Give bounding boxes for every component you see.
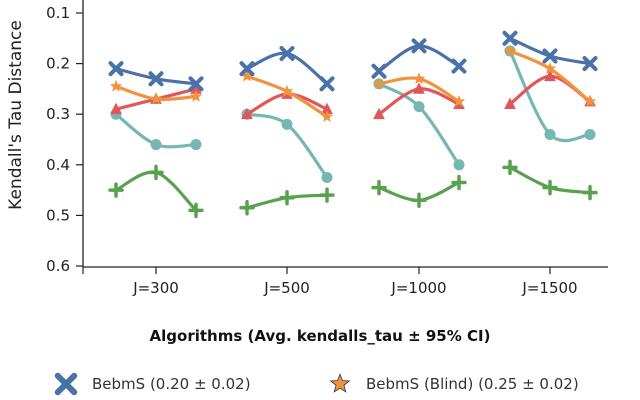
data-point-star <box>543 62 557 74</box>
data-point-circle <box>190 139 202 151</box>
y-tick-label: 0.4 <box>46 156 70 174</box>
y-axis-title: Kendall's Tau Distance <box>6 20 26 210</box>
data-point-plus <box>239 200 255 216</box>
data-point-star <box>109 79 123 92</box>
plot-area <box>108 30 598 219</box>
data-point-triangle <box>110 102 122 115</box>
data-point-x <box>371 63 387 79</box>
y-tick-label: 0.5 <box>46 206 70 224</box>
x-axis-title: Algorithms (Avg. kendalls_tau ± 95% CI) <box>150 327 491 345</box>
data-point-plus <box>502 159 518 176</box>
legend-item: BebmS (0.20 ± 0.02) <box>54 372 251 396</box>
x-axis: J=300 J=500 J=1000 J=1500 <box>82 266 608 297</box>
legend-label: BebmS (0.20 ± 0.02) <box>92 375 251 393</box>
data-point-circle <box>413 101 425 113</box>
x-tick-label: J=1500 <box>521 279 577 297</box>
data-point-plus <box>108 182 124 198</box>
data-point-triangle <box>321 102 333 115</box>
data-point-star <box>372 77 386 90</box>
series-bebms <box>108 30 598 92</box>
data-point-plus <box>319 187 335 203</box>
legend-label: BebmS (Blind) (0.25 ± 0.02) <box>366 375 579 393</box>
data-point-star <box>240 69 254 82</box>
data-point-plus <box>582 184 598 201</box>
data-point-triangle <box>241 107 253 120</box>
data-point-star <box>583 95 597 107</box>
data-point-triangle <box>190 82 202 94</box>
legend: BebmS (0.20 ± 0.02) BebmS (Blind) (0.25 ±… <box>54 372 579 396</box>
data-point-plus <box>279 189 295 206</box>
data-point-x <box>582 56 598 72</box>
data-point-x <box>502 30 518 46</box>
y-tick-label: 0.3 <box>46 105 70 123</box>
x-tick-label: J=300 <box>132 279 179 297</box>
data-point-star <box>503 44 517 57</box>
data-point-star <box>280 84 294 97</box>
data-point-circle <box>150 139 162 151</box>
data-point-triangle <box>413 82 425 94</box>
y-axis: 0.1 0.2 0.3 0.4 0.5 0.6 <box>46 0 84 275</box>
data-point-plus <box>411 192 427 208</box>
y-tick-label: 0.2 <box>46 55 70 73</box>
data-point-star <box>149 92 163 105</box>
series-red-series <box>110 69 596 120</box>
data-point-plus <box>542 179 558 196</box>
series-green-series <box>108 159 598 219</box>
legend-marker-x <box>54 372 78 396</box>
data-point-x <box>542 48 558 64</box>
series-line-segment <box>377 44 461 73</box>
data-point-x <box>451 58 467 74</box>
data-point-circle <box>584 128 596 140</box>
data-point-star <box>320 110 334 122</box>
data-point-plus <box>148 164 164 181</box>
data-point-triangle <box>544 69 556 82</box>
series-teal-series <box>110 45 596 183</box>
data-point-x <box>319 76 335 92</box>
data-point-x <box>148 71 164 87</box>
legend-item: BebmS (Blind) (0.25 ± 0.02) <box>329 373 579 393</box>
data-point-plus <box>188 202 204 219</box>
data-point-circle <box>544 128 556 140</box>
data-point-x <box>411 38 427 54</box>
data-point-plus <box>371 179 387 196</box>
data-point-circle <box>453 159 465 171</box>
y-tick-label: 0.6 <box>46 257 70 275</box>
data-point-star <box>412 72 426 85</box>
data-point-circle <box>281 118 293 130</box>
data-point-plus <box>451 174 467 191</box>
series-line-segment <box>508 36 592 66</box>
x-tick-label: J=500 <box>263 279 310 297</box>
data-point-star <box>452 95 466 107</box>
y-tick-label: 0.1 <box>46 4 70 22</box>
series-bebms-blind- <box>109 44 597 122</box>
data-point-x <box>279 45 295 61</box>
data-point-star <box>189 89 203 102</box>
x-tick-label: J=1000 <box>390 279 446 297</box>
data-point-triangle <box>373 107 385 120</box>
data-point-x <box>239 61 255 77</box>
data-point-x <box>188 76 204 92</box>
data-point-triangle <box>504 97 516 109</box>
data-point-circle <box>321 171 333 183</box>
data-point-x <box>108 61 124 77</box>
legend-marker-star <box>329 373 351 393</box>
